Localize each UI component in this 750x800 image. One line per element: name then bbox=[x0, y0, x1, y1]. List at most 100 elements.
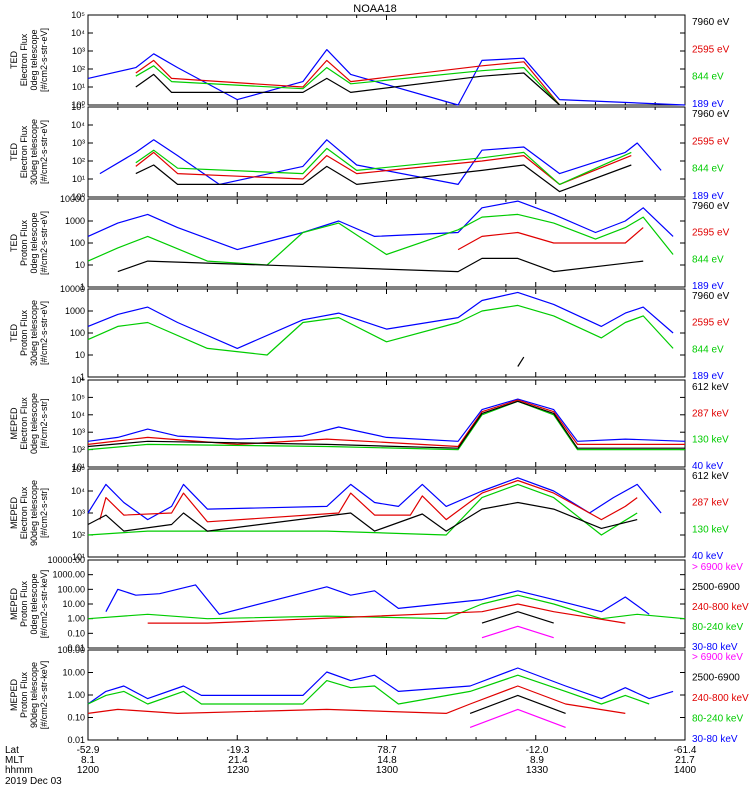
y-axis-label: Electron Flux bbox=[19, 486, 29, 539]
footer-lat-value: -12.0 bbox=[526, 745, 549, 756]
panel-frame bbox=[87, 468, 686, 558]
footer-row-label-lat: Lat bbox=[5, 745, 19, 756]
y-axis-label: 30deg telescope bbox=[29, 119, 39, 185]
y-tick-label: 10⁰ bbox=[71, 100, 85, 110]
series-line-black bbox=[135, 164, 632, 193]
legend-entry: 189 eV bbox=[692, 371, 724, 382]
series-line-blue bbox=[87, 477, 662, 521]
footer-hhmm-value: 1400 bbox=[674, 765, 697, 776]
panel-1: 10⁰ 10¹ 10² 10³ 10⁴ 10⁵ TED Electron Flux 0deg t… bbox=[9, 10, 730, 110]
series-line-black bbox=[481, 611, 554, 624]
legend-entry: 612 keV bbox=[692, 382, 729, 393]
legend-entry: 30-80 keV bbox=[692, 734, 738, 745]
legend-entry: 30-80 keV bbox=[692, 642, 738, 653]
footer-mlt-value: 14.8 bbox=[377, 755, 397, 766]
legend-entry: 189 eV bbox=[692, 99, 724, 110]
y-tick-label: 1000 bbox=[65, 216, 85, 226]
panel-6: 10¹ 10² 10³ 10⁴ 10⁵ MEPED Electron Flux 90deg t… bbox=[9, 464, 729, 562]
y-axis-label: [#/cm2-s-str] bbox=[39, 488, 49, 538]
legend-entry: > 6900 keV bbox=[692, 562, 743, 573]
y-axis-label: Proton Flux bbox=[19, 580, 29, 627]
footer-lat-value: -19.3 bbox=[227, 745, 250, 756]
series-line-black bbox=[469, 694, 566, 714]
legend-entry: 7960 eV bbox=[692, 17, 730, 28]
legend-entry: > 6900 keV bbox=[692, 652, 743, 663]
series-line-red bbox=[87, 399, 685, 448]
footer-date: 2019 Dec 03 bbox=[5, 776, 62, 787]
y-tick-label: 10⁴ bbox=[71, 120, 85, 130]
y-axis-label: 30deg telescope bbox=[29, 300, 39, 366]
series-line-blue bbox=[87, 291, 674, 349]
y-tick-label: 10² bbox=[72, 156, 85, 166]
y-tick-label: 1.00 bbox=[67, 614, 85, 624]
legend-entry: 189 eV bbox=[692, 281, 724, 292]
y-axis-label: [#/cm2-s-str-keV] bbox=[39, 570, 49, 639]
footer-hhmm-value: 1330 bbox=[526, 765, 549, 776]
legend-entry: 2595 eV bbox=[692, 136, 730, 147]
y-tick-label: 1.00 bbox=[67, 690, 85, 700]
panel-5: 10¹ 10² 10³ 10⁴ 10⁵ 10⁶ MEPED Electron Flux 0deg… bbox=[9, 375, 729, 472]
y-tick-label: 10⁵ bbox=[71, 392, 85, 402]
y-tick-label: 10 bbox=[75, 350, 85, 360]
footer-hhmm-value: 1200 bbox=[77, 765, 100, 776]
y-tick-label: 10.00 bbox=[62, 668, 85, 678]
series-line-green bbox=[135, 65, 561, 106]
series-line-red bbox=[135, 59, 561, 106]
panel-frame bbox=[87, 288, 686, 378]
y-tick-label: 0.10 bbox=[67, 713, 85, 723]
y-axis-label: Electron Flux bbox=[19, 125, 29, 178]
y-tick-label: 10 bbox=[75, 260, 85, 270]
series-line-magenta bbox=[469, 708, 566, 728]
y-axis-label: 0deg telescope bbox=[29, 212, 39, 273]
legend-entry: 2500-6900 bbox=[692, 673, 740, 684]
series-line-red bbox=[147, 603, 626, 624]
panel-frame bbox=[87, 14, 686, 106]
footer-lat-value: 78.7 bbox=[377, 745, 397, 756]
y-axis-label: MEPED bbox=[9, 679, 19, 712]
footer-mlt-value: 21.7 bbox=[675, 755, 695, 766]
y-axis-label: [#/cm2-s-str-eV] bbox=[39, 301, 49, 365]
footer-mlt-value: 21.4 bbox=[228, 755, 248, 766]
legend-entry: 844 eV bbox=[692, 164, 724, 175]
footer-mlt-value: 8.1 bbox=[81, 755, 95, 766]
y-axis-label: [#/cm2-s-str-keV] bbox=[39, 661, 49, 730]
panel-frame bbox=[87, 106, 686, 198]
series-line-red bbox=[87, 685, 626, 715]
y-tick-label: 10² bbox=[72, 530, 85, 540]
legend-entry: 7960 eV bbox=[692, 201, 730, 212]
legend-entry: 612 keV bbox=[692, 471, 729, 482]
y-axis-label: [#/cm2-s-str-eV] bbox=[39, 211, 49, 275]
y-tick-label: 10.00 bbox=[62, 599, 85, 609]
y-axis-label: TED bbox=[9, 233, 19, 252]
legend-entry: 7960 eV bbox=[692, 109, 730, 120]
legend-entry: 130 keV bbox=[692, 524, 729, 535]
series-line-green bbox=[87, 594, 686, 620]
legend-entry: 40 keV bbox=[692, 461, 723, 472]
series-line-green bbox=[135, 147, 632, 185]
legend-entry: 844 eV bbox=[692, 254, 724, 265]
y-tick-label: 1 bbox=[80, 282, 85, 292]
legend-entry: 2595 eV bbox=[692, 318, 730, 329]
y-axis-label: Proton Flux bbox=[19, 671, 29, 718]
y-axis-label: TED bbox=[9, 50, 19, 69]
y-tick-label: 100 bbox=[70, 238, 85, 248]
legend-entry: 2595 eV bbox=[692, 44, 730, 55]
y-axis-label: [#/cm2-s-str-eV] bbox=[39, 120, 49, 184]
y-tick-label: 10³ bbox=[72, 46, 85, 56]
y-tick-label: 1 bbox=[80, 372, 85, 382]
y-axis-label: 0deg telescope bbox=[29, 573, 39, 634]
legend-entry: 130 keV bbox=[692, 435, 729, 446]
series-line-blue bbox=[99, 139, 662, 185]
y-tick-label: 1000.00 bbox=[52, 570, 85, 580]
series-line-blue bbox=[87, 48, 686, 106]
panel-2: 10⁰ 10¹ 10² 10³ 10⁴ 10⁵ TED Electron Flux 30deg … bbox=[9, 102, 730, 202]
legend-entry: 80-240 keV bbox=[692, 622, 743, 633]
y-tick-label: 10³ bbox=[72, 427, 85, 437]
series-line-green bbox=[87, 304, 674, 356]
legend-entry: 287 keV bbox=[692, 498, 729, 509]
series-line-black bbox=[517, 356, 525, 367]
panel-frame bbox=[87, 379, 686, 468]
y-tick-label: 0.10 bbox=[67, 628, 85, 638]
y-tick-label: 10² bbox=[72, 64, 85, 74]
